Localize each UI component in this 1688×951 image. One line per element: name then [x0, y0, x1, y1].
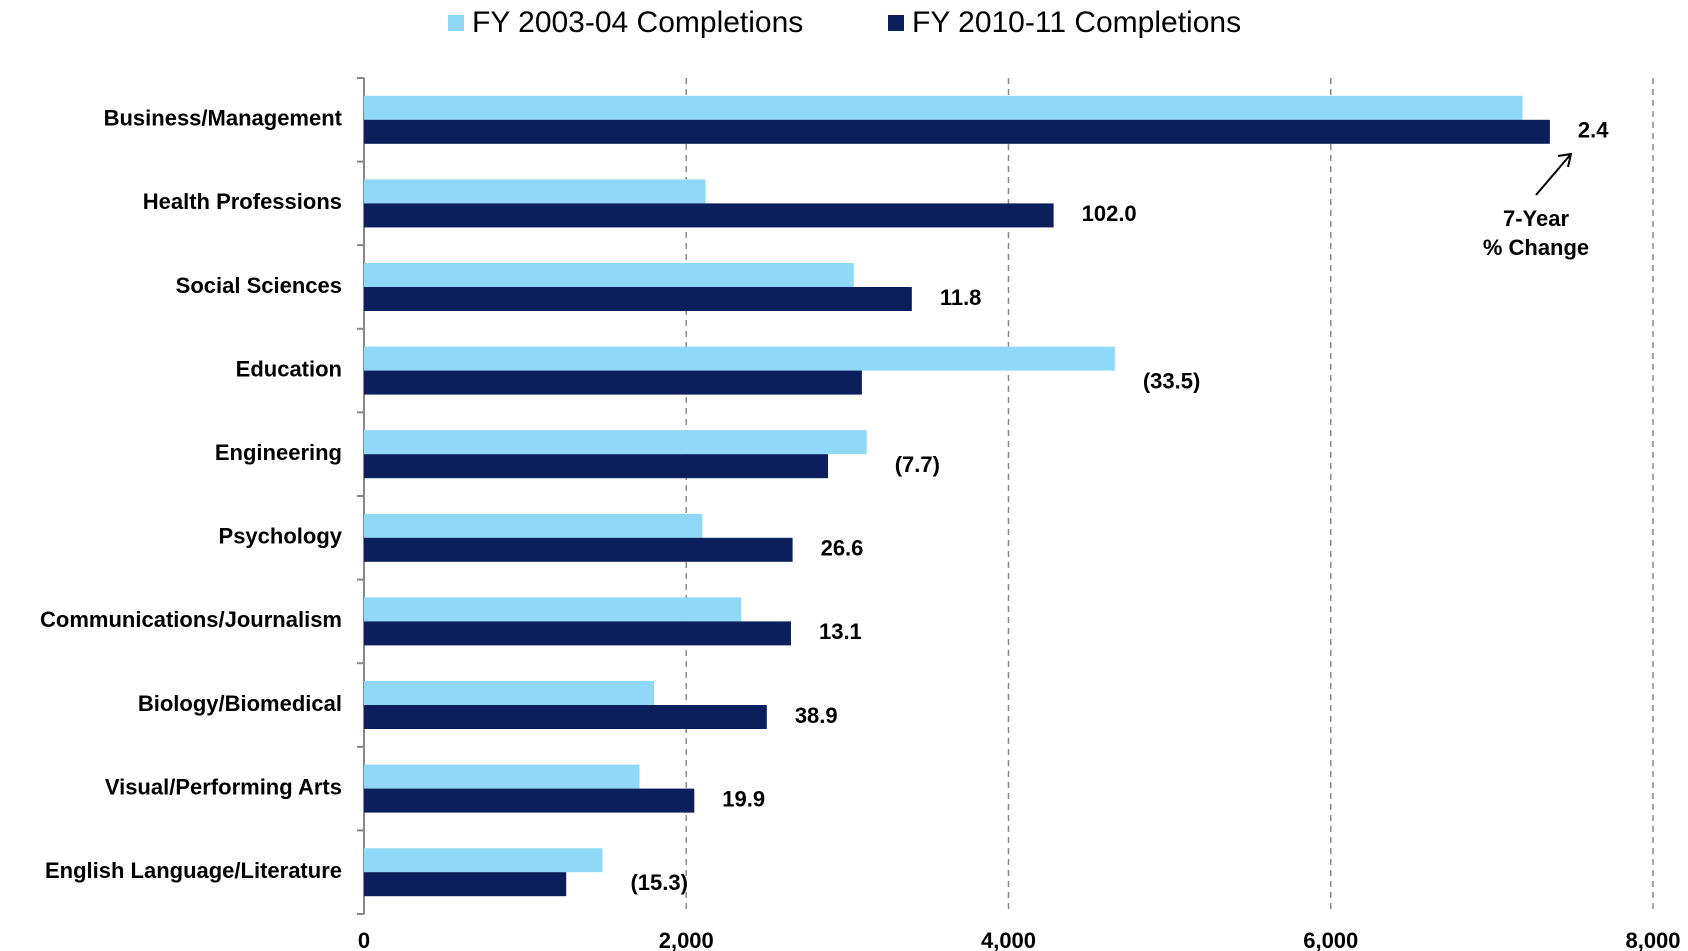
- bar: [364, 263, 854, 287]
- pct-change-label: (33.5): [1143, 368, 1200, 393]
- x-tick-label: 4,000: [981, 928, 1036, 951]
- legend-swatch: [448, 15, 464, 31]
- annotation: % Change: [1483, 235, 1589, 260]
- annotation: 7-Year: [1503, 206, 1569, 231]
- pct-change-label: 13.1: [819, 619, 862, 644]
- bar: [364, 872, 567, 897]
- y-tick-label: Visual/Performing Arts: [105, 774, 342, 799]
- x-tick-label: 6,000: [1303, 928, 1358, 951]
- bar: [364, 597, 742, 622]
- y-tick-label: Psychology: [219, 524, 343, 549]
- pct-change-label: (7.7): [895, 452, 940, 477]
- bar: [364, 705, 767, 729]
- y-tick-label: Education: [236, 356, 342, 381]
- bar: [364, 537, 793, 562]
- bar: [364, 513, 703, 538]
- y-tick-label: Biology/Biomedical: [138, 691, 342, 716]
- legend-label: FY 2003-04 Completions: [472, 6, 803, 39]
- pct-change-label: 102.0: [1082, 201, 1137, 226]
- x-tick-label: 2,000: [659, 928, 714, 951]
- bar: [364, 621, 791, 646]
- bar: [364, 848, 603, 873]
- bar: [364, 95, 1523, 120]
- pct-change-label: (15.3): [630, 870, 687, 895]
- pct-change-label: 26.6: [821, 536, 864, 561]
- bar: [364, 764, 640, 789]
- pct-change-label: 11.8: [940, 285, 982, 310]
- legend-label: FY 2010-11 Completions: [912, 6, 1241, 39]
- bar: [364, 287, 912, 311]
- y-tick-label: Business/Management: [104, 106, 343, 131]
- annotation-arrowhead: [1557, 152, 1573, 168]
- x-tick-label: 0: [358, 928, 370, 951]
- pct-change-label: 19.9: [722, 786, 765, 811]
- pct-change-label: 38.9: [795, 703, 838, 728]
- bar: [364, 370, 862, 395]
- x-tick-label: 8,000: [1625, 928, 1680, 951]
- bar: [364, 203, 1054, 228]
- y-tick-label: Social Sciences: [176, 273, 342, 298]
- bar: [364, 681, 655, 705]
- bar: [364, 430, 867, 455]
- y-tick-label: English Language/Literature: [45, 858, 342, 883]
- y-tick-label: Engineering: [215, 440, 342, 465]
- legend-swatch: [888, 15, 904, 31]
- bar: [364, 119, 1550, 144]
- y-tick-label: Health Professions: [143, 189, 342, 214]
- annotation-arrow: [1535, 153, 1572, 196]
- pct-change-label: 2.4: [1578, 118, 1609, 143]
- bar: [364, 346, 1115, 371]
- bar: [364, 179, 706, 204]
- bar: [364, 788, 695, 813]
- bar: [364, 454, 829, 479]
- y-tick-label: Communications/Journalism: [40, 607, 342, 632]
